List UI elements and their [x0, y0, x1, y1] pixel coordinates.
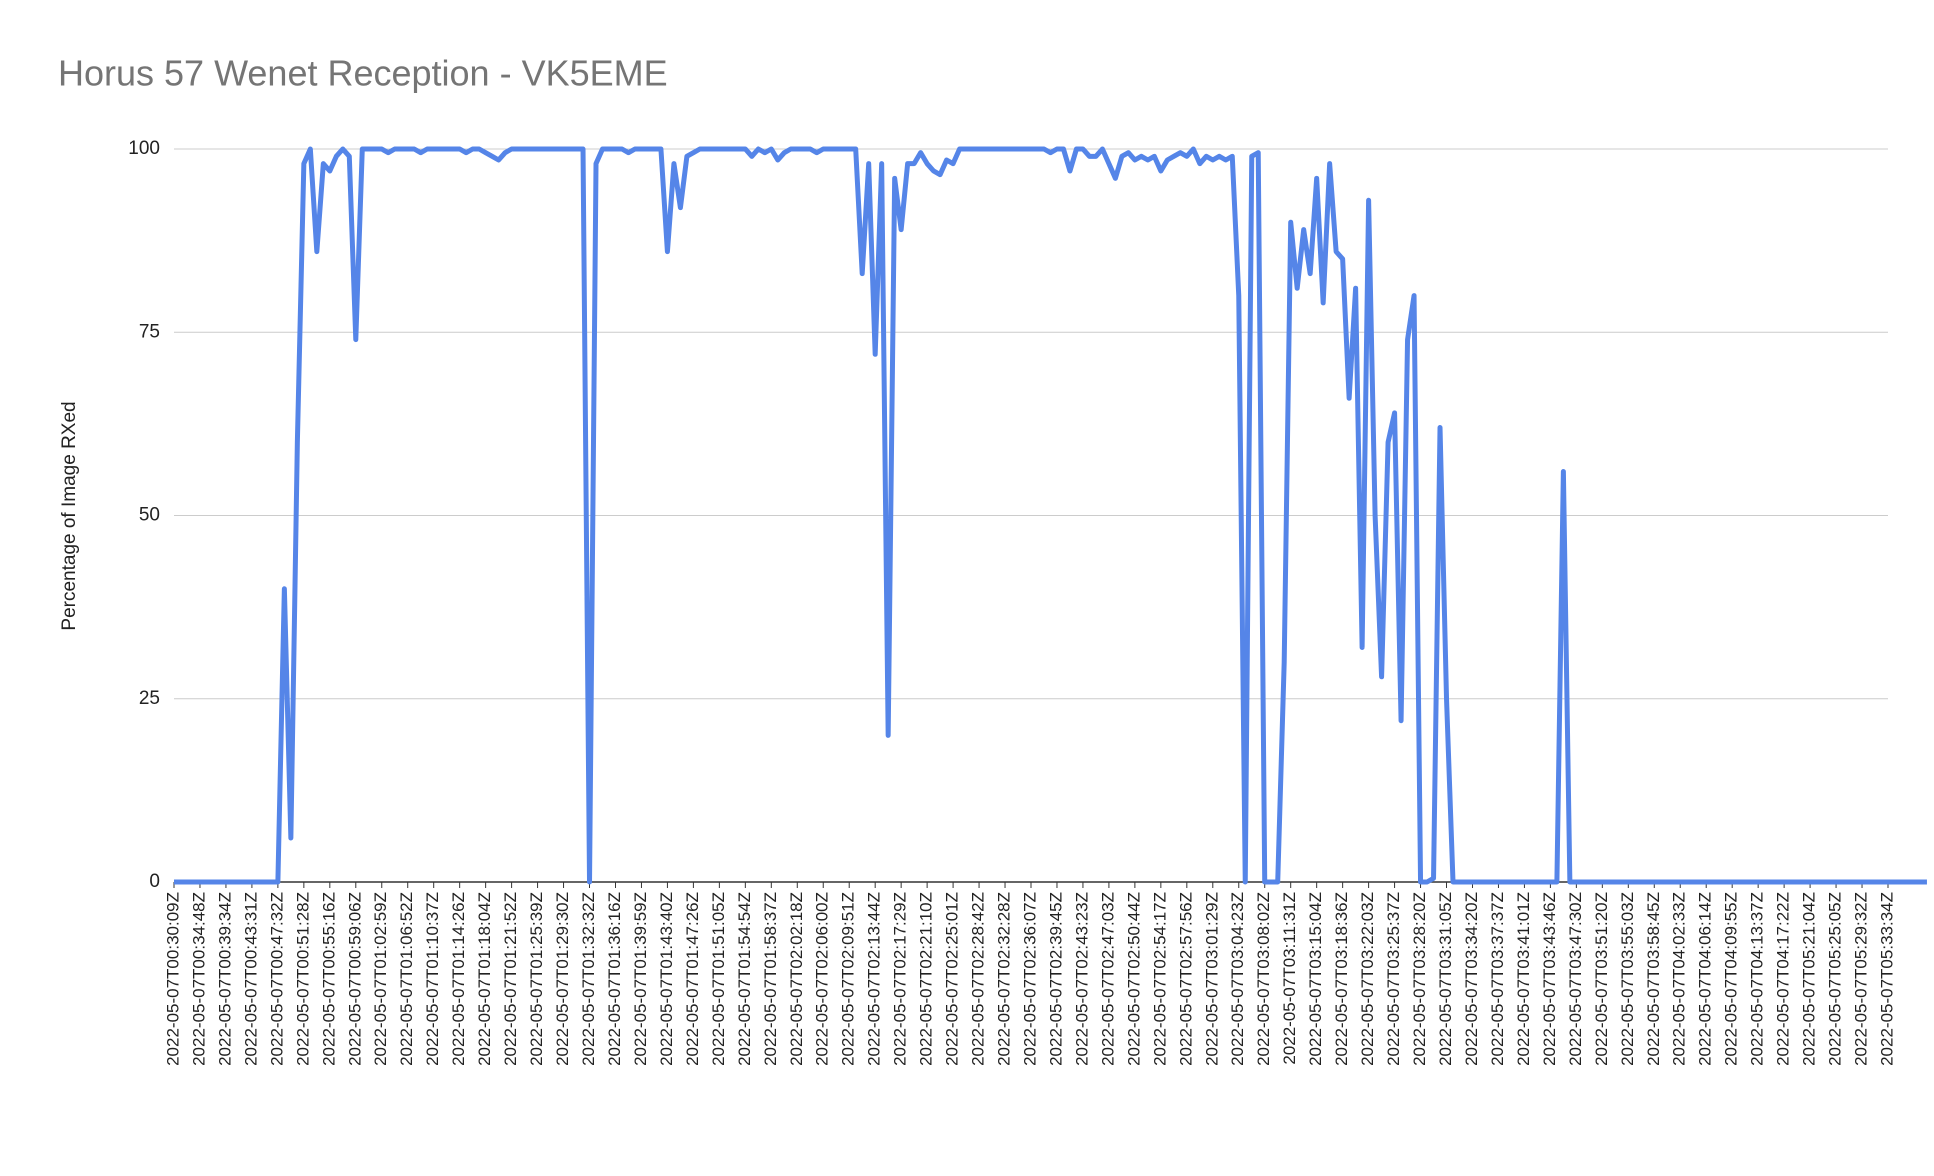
- x-tick-label: 2022-05-07T01:02:59Z: [371, 892, 390, 1066]
- x-tick-label: 2022-05-07T03:37:37Z: [1488, 892, 1507, 1066]
- x-tick-label: 2022-05-07T01:39:59Z: [631, 892, 650, 1066]
- y-tick-label: 25: [139, 688, 160, 709]
- x-tick-label: 2022-05-07T04:02:33Z: [1670, 892, 1689, 1066]
- x-tick-label: 2022-05-07T00:59:06Z: [345, 892, 364, 1066]
- x-tick-label: 2022-05-07T03:47:30Z: [1566, 892, 1585, 1066]
- x-tick-label: 2022-05-07T01:29:30Z: [553, 892, 572, 1066]
- x-tick-label: 2022-05-07T02:21:10Z: [917, 892, 936, 1066]
- x-tick-label: 2022-05-07T01:14:26Z: [449, 892, 468, 1066]
- x-tick-label: 2022-05-07T04:13:37Z: [1748, 892, 1767, 1066]
- x-tick-label: 2022-05-07T02:06:00Z: [813, 892, 832, 1066]
- y-tick-label: 100: [128, 138, 160, 159]
- x-tick-label: 2022-05-07T04:17:22Z: [1774, 892, 1793, 1066]
- x-tick-label: 2022-05-07T05:33:34Z: [1877, 892, 1896, 1066]
- x-tick-label: 2022-05-07T02:17:29Z: [891, 892, 910, 1066]
- x-tick-label: 2022-05-07T01:58:37Z: [761, 892, 780, 1066]
- x-tick-label: 2022-05-07T01:06:52Z: [397, 892, 416, 1066]
- x-tick-label: 2022-05-07T05:29:32Z: [1852, 892, 1871, 1066]
- x-tick-label: 2022-05-07T05:21:04Z: [1800, 892, 1819, 1066]
- x-tick-label: 2022-05-07T02:25:01Z: [943, 892, 962, 1066]
- x-tick-label: 2022-05-07T03:22:03Z: [1358, 892, 1377, 1066]
- x-tick-label: 2022-05-07T03:55:03Z: [1618, 892, 1637, 1066]
- x-tick-label: 2022-05-07T01:43:40Z: [657, 892, 676, 1066]
- x-tick-label: 2022-05-07T03:25:37Z: [1384, 892, 1403, 1066]
- x-tick-label: 2022-05-07T02:32:28Z: [995, 892, 1014, 1066]
- x-tick-label: 2022-05-07T01:18:04Z: [475, 892, 494, 1066]
- x-tick-label: 2022-05-07T02:13:44Z: [865, 892, 884, 1066]
- x-tick-label: 2022-05-07T00:47:32Z: [267, 892, 286, 1066]
- x-tick-label: 2022-05-07T02:02:18Z: [787, 892, 806, 1066]
- x-tick-label: 2022-05-07T03:04:23Z: [1228, 892, 1247, 1066]
- x-tick-label: 2022-05-07T02:54:17Z: [1150, 892, 1169, 1066]
- x-tick-label: 2022-05-07T02:47:03Z: [1098, 892, 1117, 1066]
- x-tick-label: 2022-05-07T03:34:20Z: [1462, 892, 1481, 1066]
- x-tick-label: 2022-05-07T04:06:14Z: [1696, 892, 1715, 1066]
- x-tick-label: 2022-05-07T01:47:26Z: [683, 892, 702, 1066]
- y-tick-label: 0: [149, 871, 160, 892]
- x-tick-label: 2022-05-07T01:51:05Z: [709, 892, 728, 1066]
- x-tick-label: 2022-05-07T02:36:07Z: [1020, 892, 1039, 1066]
- x-tick-label: 2022-05-07T05:25:05Z: [1826, 892, 1845, 1066]
- x-tick-label: 2022-05-07T01:25:39Z: [527, 892, 546, 1066]
- x-tick-label: 2022-05-07T02:57:56Z: [1176, 892, 1195, 1066]
- x-tick-label: 2022-05-07T00:43:31Z: [241, 892, 260, 1066]
- x-tick-label: 2022-05-07T02:28:42Z: [969, 892, 988, 1066]
- y-tick-label: 75: [139, 321, 160, 342]
- x-tick-label: 2022-05-07T03:18:36Z: [1332, 892, 1351, 1066]
- x-tick-label: 2022-05-07T01:54:54Z: [735, 892, 754, 1066]
- x-tick-label: 2022-05-07T03:58:45Z: [1644, 892, 1663, 1066]
- x-tick-label: 2022-05-07T00:51:28Z: [293, 892, 312, 1066]
- x-tick-label: 2022-05-07T03:51:20Z: [1592, 892, 1611, 1066]
- x-tick-label: 2022-05-07T02:43:23Z: [1072, 892, 1091, 1066]
- x-tick-label: 2022-05-07T00:39:34Z: [215, 892, 234, 1066]
- x-tick-label: 2022-05-07T03:31:05Z: [1436, 892, 1455, 1066]
- x-tick-label: 2022-05-07T02:09:51Z: [839, 892, 858, 1066]
- x-tick-label: 2022-05-07T03:01:29Z: [1202, 892, 1221, 1066]
- x-tick-label: 2022-05-07T02:39:45Z: [1046, 892, 1065, 1066]
- x-tick-label: 2022-05-07T03:41:01Z: [1514, 892, 1533, 1066]
- x-tick-label: 2022-05-07T01:36:16Z: [605, 892, 624, 1066]
- x-tick-label: 2022-05-07T00:55:16Z: [319, 892, 338, 1066]
- chart-title: Horus 57 Wenet Reception - VK5EME: [58, 53, 668, 94]
- x-tick-label: 2022-05-07T04:09:55Z: [1722, 892, 1741, 1066]
- data-line: [174, 146, 1927, 885]
- x-tick-label: 2022-05-07T02:50:44Z: [1124, 892, 1143, 1066]
- x-tick-label: 2022-05-07T01:10:37Z: [423, 892, 442, 1066]
- x-tick-label: 2022-05-07T00:34:48Z: [189, 892, 208, 1066]
- x-tick-label: 2022-05-07T03:43:46Z: [1540, 892, 1559, 1066]
- x-tick-label: 2022-05-07T03:11:31Z: [1280, 892, 1299, 1065]
- x-tick-label: 2022-05-07T03:28:20Z: [1410, 892, 1429, 1066]
- y-tick-label: 50: [139, 505, 160, 526]
- y-axis-label: Percentage of Image RXed: [59, 401, 80, 630]
- x-tick-label: 2022-05-07T00:30:09Z: [163, 892, 182, 1066]
- x-tick-label: 2022-05-07T03:15:04Z: [1306, 892, 1325, 1066]
- x-tick-label: 2022-05-07T03:08:02Z: [1254, 892, 1273, 1066]
- x-tick-label: 2022-05-07T01:21:52Z: [501, 892, 520, 1066]
- x-tick-label: 2022-05-07T01:32:32Z: [579, 892, 598, 1066]
